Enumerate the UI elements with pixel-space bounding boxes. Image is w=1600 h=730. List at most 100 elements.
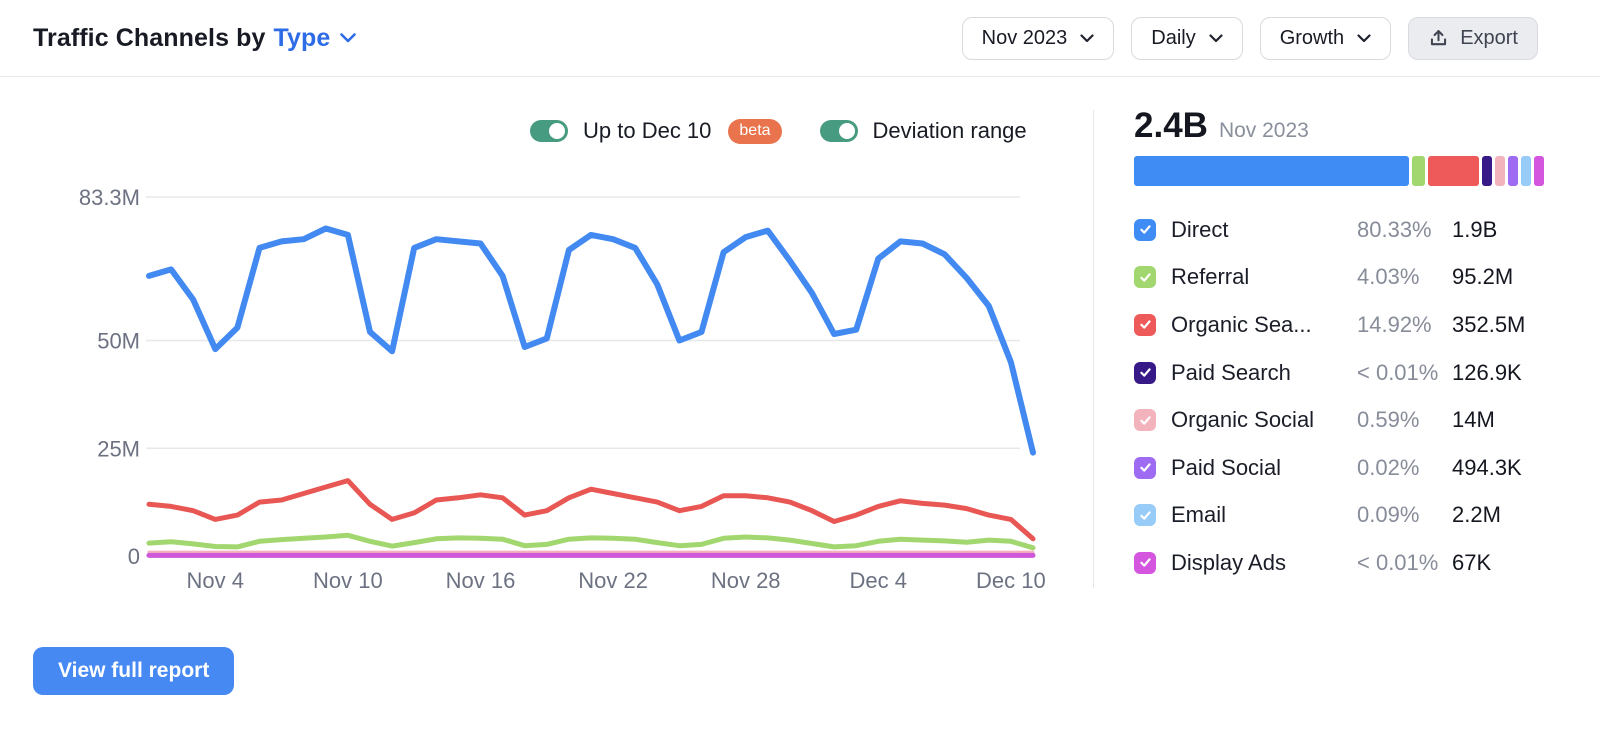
title-type-label: Type [273, 23, 331, 52]
series-line-referral [146, 532, 1036, 551]
up-to-toggle-label: Up to Dec 10 [583, 118, 712, 143]
page-title: Traffic Channels by Type [33, 23, 357, 53]
channel-label: Email [1171, 502, 1227, 528]
channel-value: 352.5M [1452, 311, 1526, 337]
channel-label: Paid Social [1171, 454, 1282, 480]
channel-checkbox[interactable] [1134, 361, 1156, 384]
x-axis-tick-dec-4: Dec 4 [850, 568, 907, 593]
export-button-label: Export [1460, 26, 1518, 49]
checkmark-icon [1139, 415, 1151, 425]
channel-value: 14M [1452, 407, 1495, 433]
checkmark-icon [1139, 273, 1151, 282]
channel-percent: 0.02% [1357, 454, 1420, 480]
channel-percent: 80.33% [1357, 216, 1432, 242]
metric-dropdown[interactable]: Growth [1259, 16, 1392, 60]
channels-panel: 2.4B Nov 2023 Direct 80.33% 1.9B Referra… [1134, 106, 1545, 587]
channel-percent: < 0.01% [1357, 359, 1439, 385]
bar-segment-direct[interactable] [1134, 156, 1409, 186]
channel-checkbox[interactable] [1134, 409, 1156, 432]
channel-percent: 0.09% [1357, 502, 1420, 528]
checkmark-icon [1139, 225, 1151, 234]
export-button[interactable]: Export [1408, 16, 1538, 60]
channel-label: Referral [1171, 264, 1250, 290]
x-axis-tick-dec-10: Dec 10 [976, 568, 1046, 593]
x-axis-tick-nov-4: Nov 4 [187, 568, 244, 593]
y-axis-tick-83.3M: 83.3M [79, 186, 140, 210]
bar-segment-paid-social[interactable] [1508, 156, 1519, 186]
bar-segment-email[interactable] [1521, 156, 1532, 186]
channel-checkbox[interactable] [1134, 266, 1156, 289]
panel-divider [1093, 110, 1094, 588]
y-axis-tick-25M: 25M [97, 436, 140, 461]
deviation-toggle-label: Deviation range [872, 118, 1027, 143]
channel-label: Direct [1171, 216, 1229, 242]
channel-value: 126.9K [1452, 359, 1522, 385]
legend-row-display-ads: Display Ads < 0.01% 67K [1134, 539, 1544, 587]
view-full-report-button[interactable]: View full report [33, 647, 235, 695]
legend-row-referral: Referral 4.03% 95.2M [1134, 254, 1544, 302]
channel-label: Organic Sea... [1171, 311, 1312, 337]
channel-checkbox[interactable] [1134, 551, 1156, 574]
channel-value: 1.9B [1452, 216, 1498, 242]
legend-row-paid-social: Paid Social 0.02% 494.3K [1134, 444, 1544, 492]
export-upload-icon [1431, 29, 1447, 45]
channel-checkbox[interactable] [1134, 504, 1156, 527]
bar-segment-organic-social[interactable] [1495, 156, 1506, 186]
x-axis-tick-nov-22: Nov 22 [578, 568, 648, 593]
channel-label: Paid Search [1171, 359, 1291, 385]
period-dropdown-value: Nov 2023 [981, 26, 1068, 49]
chart-toggles: Up to Dec 10 beta Deviation range [530, 112, 1027, 150]
channel-value: 494.3K [1452, 454, 1522, 480]
channel-percent: 4.03% [1357, 264, 1420, 290]
checkmark-icon [1139, 320, 1151, 330]
bar-segment-display-ads[interactable] [1534, 156, 1545, 186]
legend-row-organic-social: Organic Social 0.59% 14M [1134, 396, 1544, 444]
header-controls: Nov 2023 Daily Growth [961, 16, 1538, 60]
up-to-toggle[interactable] [530, 120, 568, 142]
y-axis-tick-0: 0 [128, 544, 140, 569]
channel-checkbox[interactable] [1134, 218, 1156, 241]
metric-dropdown-value: Growth [1279, 26, 1345, 49]
legend-row-email: Email 0.09% 2.2M [1134, 492, 1544, 540]
total-visits-value: 2.4B [1134, 106, 1208, 145]
toggle-knob [838, 123, 855, 139]
widget-header: Traffic Channels by Type Nov 2023 Daily [0, 0, 1600, 77]
total-summary: 2.4B Nov 2023 [1134, 106, 1544, 146]
up-to-toggle-group: Up to Dec 10 beta [530, 118, 782, 144]
channel-percent: 14.92% [1357, 311, 1432, 337]
channel-value: 95.2M [1452, 264, 1514, 290]
channel-value: 2.2M [1452, 502, 1501, 528]
channel-label: Display Ads [1171, 549, 1286, 575]
deviation-toggle-group: Deviation range [819, 118, 1027, 144]
bar-segment-paid-search[interactable] [1482, 156, 1493, 186]
bar-segment-referral[interactable] [1411, 156, 1426, 186]
total-visits-period: Nov 2023 [1218, 119, 1309, 142]
bar-segment-organic-search[interactable] [1428, 156, 1480, 186]
checkmark-icon [1139, 368, 1151, 377]
chevron-down-icon [1357, 33, 1371, 42]
x-axis-tick-nov-16: Nov 16 [446, 568, 516, 593]
series-line-organic-search [146, 478, 1036, 542]
channel-distribution-bar [1134, 156, 1545, 186]
period-dropdown[interactable]: Nov 2023 [961, 16, 1115, 60]
chevron-down-icon [1209, 33, 1223, 42]
title-text: Traffic Channels by [33, 23, 266, 52]
channel-legend: Direct 80.33% 1.9B Referral 4.03% 95.2M … [1134, 206, 1544, 587]
checkmark-icon [1139, 511, 1151, 520]
title-type-dropdown[interactable]: Type [274, 24, 357, 53]
legend-row-organic-search: Organic Sea... 14.92% 352.5M [1134, 301, 1544, 349]
chevron-down-icon [340, 33, 357, 43]
channel-value: 67K [1452, 549, 1492, 575]
traffic-line-chart[interactable]: 83.3M 50M 25M 0 Nov 4 Nov 10 Nov 16 Nov 22 Nov 2… [40, 186, 1085, 616]
deviation-range-toggle[interactable] [819, 120, 858, 142]
checkmark-icon [1139, 558, 1151, 568]
channel-checkbox[interactable] [1134, 456, 1156, 479]
chevron-down-icon [1080, 33, 1094, 42]
toggle-knob [549, 123, 565, 139]
channel-checkbox[interactable] [1134, 313, 1156, 336]
granularity-dropdown[interactable]: Daily [1131, 16, 1243, 60]
checkmark-icon [1139, 463, 1151, 472]
beta-badge: beta [728, 118, 782, 144]
legend-row-paid-search: Paid Search < 0.01% 126.9K [1134, 349, 1544, 397]
